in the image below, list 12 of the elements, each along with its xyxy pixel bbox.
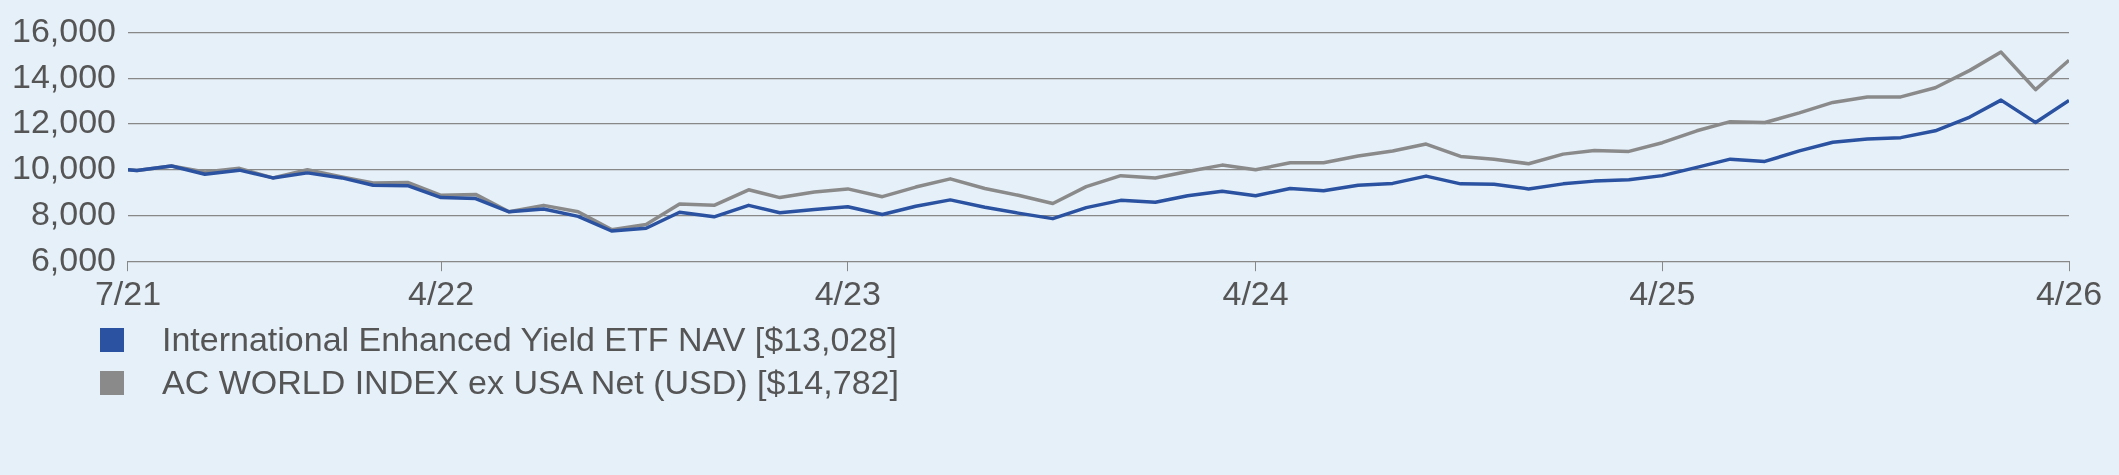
y-tick-label: 14,000 xyxy=(11,56,116,95)
y-tick-label: 12,000 xyxy=(11,102,116,141)
legend-label: International Enhanced Yield ETF NAV [$13,028] xyxy=(162,320,897,359)
x-tick-label: 4/26 xyxy=(2035,273,2103,312)
x-tick-label: 4/22 xyxy=(408,273,475,312)
x-tick-label: 4/25 xyxy=(1629,273,1696,312)
y-tick-label: 10,000 xyxy=(11,148,116,187)
x-tick-label: 4/24 xyxy=(1222,273,1289,312)
legend-label: AC WORLD INDEX ex USA Net (USD) [$14,782] xyxy=(162,363,899,402)
x-tick-label: 4/23 xyxy=(814,273,881,312)
y-tick-label: 16,000 xyxy=(11,10,116,49)
y-tick-label: 8,000 xyxy=(30,193,116,232)
